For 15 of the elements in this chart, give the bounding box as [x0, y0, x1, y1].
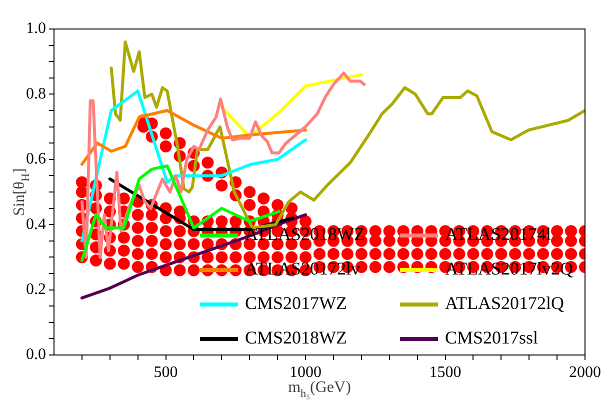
legend-label: CMS2017ssl [445, 328, 538, 348]
x-tick-label: 1000 [290, 364, 322, 381]
y-tick-label: 0.0 [26, 346, 46, 364]
legend-label: CMS2018WZ [245, 328, 348, 348]
y-tick-label: 0.6 [26, 150, 46, 168]
x-tick-label: 2000 [569, 364, 601, 381]
y-axis-title: Sin[θH] [11, 168, 32, 216]
y-tick-label: 1.0 [26, 20, 46, 38]
y-tick-label: 0.4 [26, 216, 46, 233]
y-tick-label: 0.2 [26, 281, 46, 298]
y-tick-label: 0.8 [26, 85, 46, 102]
x-tick-label: 500 [154, 364, 178, 381]
x-tick-label: 1500 [429, 364, 462, 381]
legend-label: ATLAS20172lQ [445, 293, 564, 314]
legend-label: CMS2017WZ [245, 293, 348, 314]
